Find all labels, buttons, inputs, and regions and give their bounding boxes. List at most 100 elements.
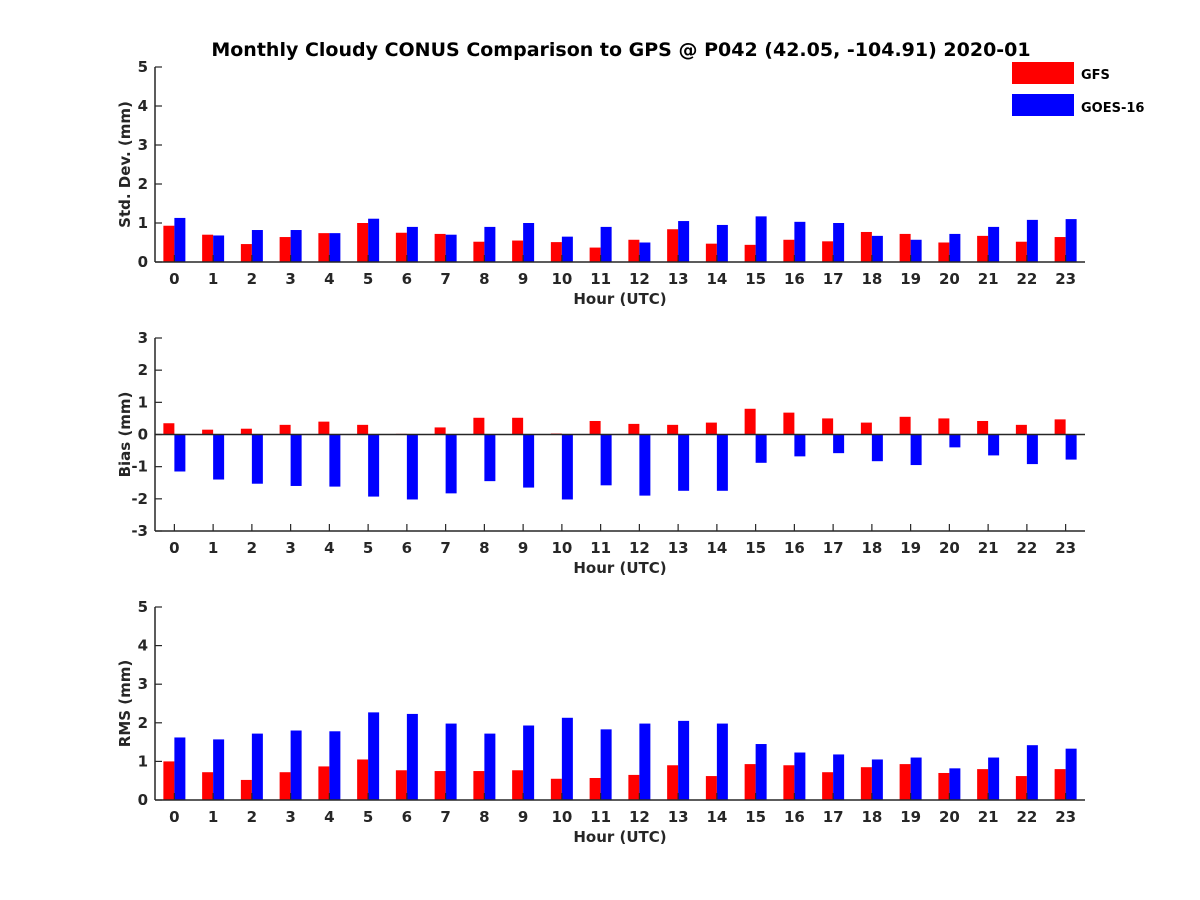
y-tick-label: 5	[138, 58, 148, 76]
bar-2-goes16-11	[600, 434, 612, 486]
x-tick-label: 13	[668, 539, 689, 557]
bar-2-gfs-23	[1054, 419, 1066, 435]
bar-1-gfs-18	[860, 231, 872, 262]
bar-2-goes16-1	[213, 434, 225, 480]
x-tick-label: 2	[247, 539, 257, 557]
bar-1-gfs-8	[473, 241, 485, 262]
bar-3-goes16-11	[600, 729, 612, 800]
bar-1-goes16-13	[678, 221, 690, 262]
bar-3-goes16-17	[833, 754, 845, 800]
bar-3-goes16-5	[368, 712, 380, 800]
bar-3-gfs-2	[240, 779, 252, 800]
bar-3-gfs-7	[434, 771, 446, 800]
bar-1-gfs-5	[357, 223, 369, 262]
bar-3-goes16-15	[755, 744, 767, 800]
x-tick-label: 2	[247, 808, 257, 826]
bar-3-goes16-22	[1026, 745, 1038, 800]
bar-2-gfs-16	[783, 412, 795, 435]
bar-2-goes16-14	[716, 434, 728, 491]
x-tick-label: 17	[823, 270, 844, 288]
x-tick-label: 20	[939, 539, 960, 557]
bar-1-gfs-1	[202, 234, 214, 262]
bar-2-gfs-21	[977, 420, 989, 435]
x-tick-label: 0	[169, 808, 179, 826]
bar-1-gfs-3	[279, 237, 291, 262]
bar-3-gfs-1	[202, 772, 214, 800]
x-tick-label: 16	[784, 808, 805, 826]
bar-3-goes16-20	[949, 768, 961, 800]
x-tick-label: 6	[402, 808, 412, 826]
y-tick-label: 4	[138, 97, 148, 115]
x-tick-label: 3	[285, 808, 295, 826]
bar-2-gfs-2	[240, 428, 252, 435]
y-tick-label: 3	[138, 675, 148, 693]
x-tick-label: 14	[706, 270, 727, 288]
bar-2-goes16-3	[290, 434, 302, 486]
bar-3-goes16-1	[213, 739, 225, 800]
bar-3-goes16-12	[639, 723, 651, 800]
bar-2-gfs-15	[744, 408, 756, 435]
bar-1-goes16-21	[988, 226, 1000, 262]
bar-2-gfs-19	[899, 416, 911, 435]
bar-2-gfs-8	[473, 417, 485, 435]
bar-2-gfs-14	[705, 422, 717, 435]
bar-3-goes16-2	[251, 733, 263, 800]
x-tick-label: 10	[551, 270, 572, 288]
x-tick-label: 16	[784, 539, 805, 557]
y-tick-label: 5	[138, 598, 148, 616]
bar-1-goes16-4	[329, 233, 341, 262]
x-tick-label: 3	[285, 539, 295, 557]
bar-2-gfs-22	[1015, 424, 1027, 435]
bar-2-goes16-9	[523, 434, 535, 488]
legend-swatch-gfs	[1012, 62, 1074, 84]
bar-1-goes16-3	[290, 230, 302, 262]
y-tick-label: -3	[131, 522, 148, 540]
bar-1-goes16-17	[833, 223, 845, 262]
y-tick-label: 0	[138, 426, 148, 444]
x-tick-label: 21	[978, 808, 999, 826]
x-tick-label: 7	[440, 808, 450, 826]
bar-3-goes16-7	[445, 723, 457, 800]
bar-1-goes16-7	[445, 234, 457, 262]
bar-3-gfs-9	[512, 770, 524, 800]
x-tick-label: 15	[745, 539, 766, 557]
y-tick-label: 2	[138, 361, 148, 379]
bar-2-goes16-7	[445, 434, 457, 494]
bar-1-goes16-14	[716, 224, 728, 262]
x-tick-label: 8	[479, 270, 489, 288]
bar-1-gfs-4	[318, 233, 330, 262]
x-tick-label: 7	[440, 539, 450, 557]
x-tick-label: 8	[479, 808, 489, 826]
x-tick-label: 15	[745, 270, 766, 288]
bar-1-gfs-10	[550, 242, 562, 262]
x-tick-label: 12	[629, 270, 650, 288]
bar-2-gfs-3	[279, 424, 291, 435]
bar-2-gfs-4	[318, 421, 330, 435]
bar-1-gfs-0	[163, 225, 175, 262]
bar-2-goes16-23	[1065, 434, 1077, 460]
y-axis-label: Bias (mm)	[116, 392, 134, 478]
bar-1-gfs-16	[783, 239, 795, 262]
x-tick-label: 18	[861, 270, 882, 288]
bar-3-goes16-21	[988, 757, 1000, 800]
bar-3-goes16-19	[910, 757, 922, 800]
y-tick-label: 1	[138, 752, 148, 770]
x-tick-label: 21	[978, 539, 999, 557]
bar-2-goes16-21	[988, 434, 1000, 456]
bar-1-gfs-7	[434, 233, 446, 262]
y-tick-label: 0	[138, 253, 148, 271]
bar-2-gfs-18	[860, 422, 872, 435]
bar-3-gfs-8	[473, 771, 485, 800]
bar-2-goes16-16	[794, 434, 806, 457]
x-tick-label: 6	[402, 539, 412, 557]
x-tick-label: 8	[479, 539, 489, 557]
bar-1-goes16-0	[174, 217, 186, 262]
x-tick-label: 15	[745, 808, 766, 826]
bar-2-gfs-11	[589, 420, 601, 435]
bar-3-gfs-3	[279, 772, 291, 800]
x-tick-label: 1	[208, 539, 218, 557]
bar-1-goes16-5	[368, 218, 380, 262]
x-tick-label: 20	[939, 808, 960, 826]
